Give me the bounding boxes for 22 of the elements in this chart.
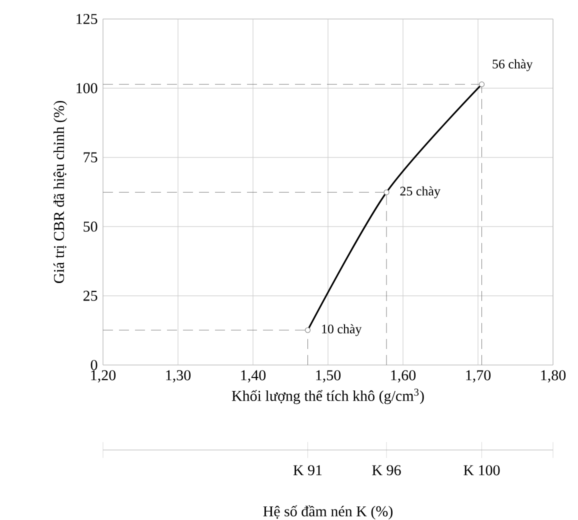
annotation: 10 chày xyxy=(322,324,362,336)
y-tick-label: 75 xyxy=(84,152,98,162)
y-tick-label: 100 xyxy=(76,83,98,94)
x-tick-label: 1,20 xyxy=(91,370,116,382)
x-tick-label: 1,70 xyxy=(466,370,491,382)
y-tick-label: 125 xyxy=(76,14,98,24)
y-tick-label: 0 xyxy=(90,360,98,370)
annotation: 56 chày xyxy=(492,59,533,72)
annotation: 25 chày xyxy=(400,186,440,198)
annotation: K 96 xyxy=(372,465,401,476)
x-tick-label: 1,80 xyxy=(541,370,566,382)
y-axis-title: Giá trị CBR đã hiệu chỉnh (%) xyxy=(53,101,68,284)
x-tick-label: 1,60 xyxy=(391,370,416,382)
x-tick-label: 1,40 xyxy=(241,370,266,382)
x-axis-title: Khối lượng thể tích khô (g/cm$^{3}$) xyxy=(232,388,424,404)
annotation: K 91 xyxy=(293,465,322,476)
x-tick-label: 1,30 xyxy=(166,370,191,382)
annotation: K 100 xyxy=(464,465,500,476)
x-tick-label: 1,50 xyxy=(316,370,341,382)
y-tick-label: 50 xyxy=(84,222,98,232)
x2-axis-title: Hệ số đầm nén K (%) xyxy=(263,505,393,520)
y-tick-label: 25 xyxy=(83,290,98,301)
